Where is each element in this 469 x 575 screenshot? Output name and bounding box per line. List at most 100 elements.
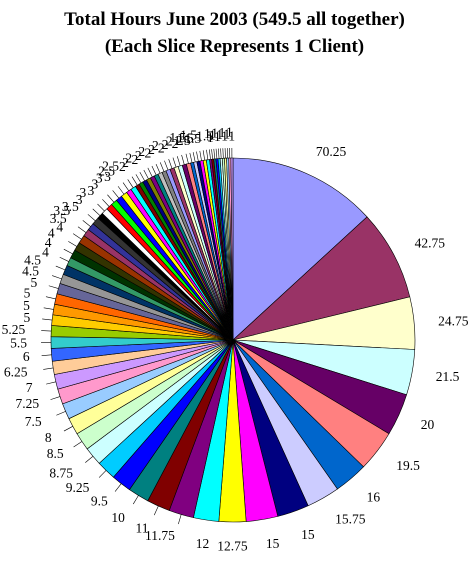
chart-subtitle: (Each Slice Represents 1 Client): [104, 36, 365, 57]
slice-label: 42.75: [415, 235, 446, 250]
label-leader-line: [77, 226, 87, 233]
slice-label: 2: [122, 155, 129, 170]
chart-title: Total Hours June 2003 (549.5 all togethe…: [64, 9, 405, 30]
slice-label: 2: [176, 133, 183, 148]
slice-label: 2: [148, 142, 155, 157]
label-leader-line: [206, 149, 209, 160]
label-leader-line: [135, 174, 142, 184]
slice-label: 24.75: [438, 313, 469, 328]
slice-label: 15.75: [335, 511, 366, 526]
label-leader-line: [112, 190, 120, 199]
slice-label: 2: [125, 151, 132, 166]
slice-label: 2: [135, 148, 142, 163]
slice-label: 2.5: [98, 164, 115, 179]
slice-label: 12: [196, 536, 210, 551]
label-leader-line: [52, 275, 62, 280]
pie-slice: [232, 216, 411, 341]
slice-label: 4.5: [24, 252, 41, 267]
label-leader-line: [131, 176, 138, 186]
label-leader-line: [87, 214, 96, 222]
slice-label: 7.25: [15, 396, 39, 411]
slice-label: 8: [45, 430, 52, 445]
slice-label: 7: [26, 380, 33, 395]
slice-label: 5: [24, 286, 31, 301]
slice-label: 1: [207, 130, 214, 145]
label-leader-line: [159, 162, 165, 172]
slice-label: 2.5: [102, 159, 119, 174]
slice-label: 3: [96, 170, 103, 185]
label-leader-line: [102, 199, 110, 207]
slice-label: 2: [152, 138, 159, 153]
label-leader-line: [46, 381, 56, 385]
slice-labels: 70.2542.7524.7521.52019.51615.75151512.7…: [2, 125, 469, 554]
pie-slice: [232, 157, 368, 341]
slice-label: 5.5: [10, 335, 27, 350]
slice-label: 1: [211, 125, 218, 140]
pie-slice: [230, 157, 234, 341]
slice-label: 5: [23, 298, 30, 313]
slice-label: 2: [158, 140, 165, 155]
slice-label: 4: [45, 235, 52, 250]
slice-label: 2: [138, 144, 145, 159]
slice-label: 11.75: [145, 528, 175, 543]
label-leader-line: [43, 367, 54, 370]
slice-label: 4: [56, 220, 63, 235]
slice-label: 3.5: [53, 203, 70, 218]
label-leader-line: [189, 152, 193, 163]
slice-label: 6.25: [4, 364, 28, 379]
slice-label: 1.5: [196, 128, 213, 143]
label-leader-line: [196, 151, 199, 162]
label-leader-line: [222, 148, 224, 159]
label-leader-line: [85, 456, 94, 463]
slice-label: 1.5: [184, 131, 201, 146]
label-leader-line: [213, 148, 216, 159]
label-leader-line: [82, 220, 91, 227]
label-leader-line: [139, 171, 145, 182]
slice-label: 9.5: [91, 493, 108, 508]
slice-label: 6: [23, 349, 30, 364]
label-leader-line: [56, 411, 66, 416]
slice-label: 1.5: [180, 128, 197, 143]
slice-label: 15: [301, 527, 315, 542]
label-leader-line: [41, 354, 52, 356]
label-leader-line: [117, 186, 125, 195]
label-leader-line: [185, 153, 189, 164]
label-leader-line: [68, 241, 78, 247]
label-leader-line: [132, 495, 139, 505]
label-leader-line: [199, 150, 202, 161]
label-leader-line: [45, 296, 56, 300]
slice-label: 3.5: [50, 211, 67, 226]
label-leader-line: [92, 208, 101, 216]
slice-label: 3: [92, 177, 99, 192]
slice-label: 2: [131, 152, 138, 167]
label-leader-line: [97, 203, 105, 212]
label-leader-line: [211, 149, 213, 160]
slice-label: 1.5: [169, 130, 186, 145]
slice-label: 3: [87, 183, 94, 198]
label-leader-line: [147, 167, 153, 178]
label-leader-line: [59, 256, 69, 262]
slice-label: 5: [23, 310, 30, 325]
label-leader-line: [73, 441, 83, 448]
label-leader-line: [127, 179, 134, 188]
label-leader-line: [181, 154, 185, 165]
slice-label: 3.5: [62, 199, 79, 214]
label-leader-line: [202, 150, 205, 161]
slice-label: 3: [104, 169, 111, 184]
slice-label: 1: [221, 129, 228, 144]
label-leader-line: [172, 157, 177, 168]
label-leader-line: [220, 148, 222, 159]
label-leader-line: [164, 160, 169, 171]
slice-label: 9.25: [66, 480, 90, 495]
pie-slices: [50, 157, 416, 523]
label-leaders: [41, 147, 233, 525]
label-leader-line: [143, 169, 149, 179]
slice-label: 1: [219, 125, 226, 140]
slice-label: 1: [209, 128, 216, 143]
slice-label: 8.75: [49, 465, 73, 480]
slice-label: 20: [421, 417, 435, 432]
slice-label: 1: [214, 129, 221, 144]
slice-label: 2: [172, 136, 179, 151]
slice-label: 16: [367, 489, 381, 504]
label-leader-line: [63, 426, 73, 432]
